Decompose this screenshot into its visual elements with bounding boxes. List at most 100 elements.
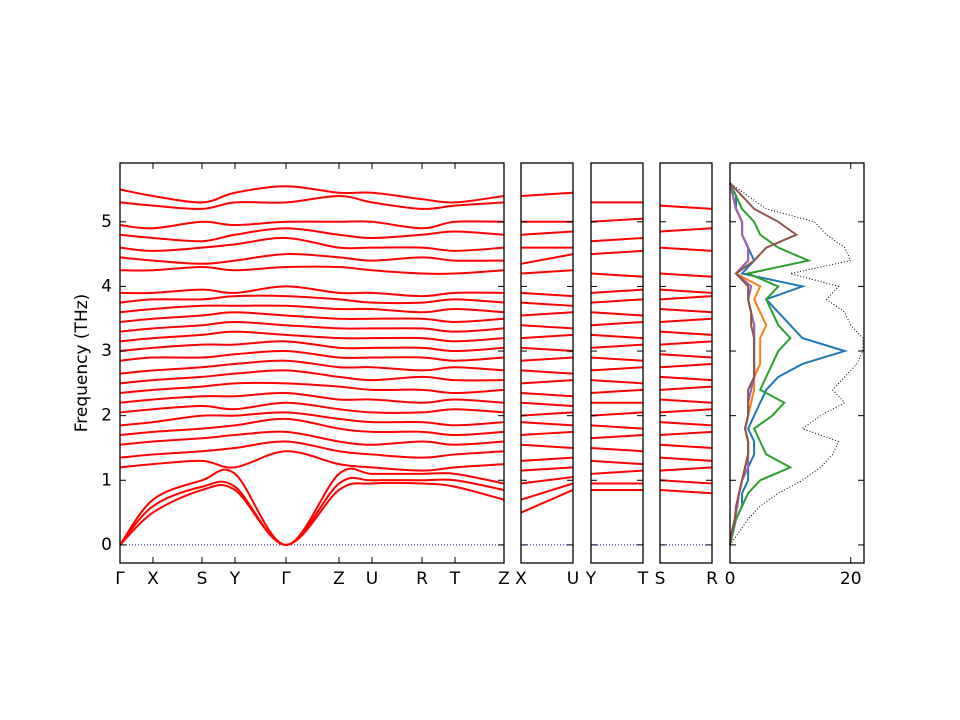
band	[590, 288, 644, 294]
y-tick-label: 1	[101, 470, 112, 490]
band	[119, 320, 505, 333]
band	[520, 443, 574, 449]
band	[520, 392, 574, 398]
band	[520, 489, 574, 514]
x-tick-label: Z	[498, 569, 510, 589]
x-tick-label: X	[147, 569, 159, 589]
band	[659, 375, 713, 382]
band	[520, 369, 574, 375]
panel-frame	[590, 162, 644, 564]
band	[119, 304, 505, 314]
band	[520, 482, 574, 501]
band	[520, 253, 574, 265]
band	[520, 356, 574, 362]
band	[590, 236, 644, 243]
band	[659, 272, 713, 278]
band	[659, 288, 713, 294]
band	[590, 366, 644, 372]
band	[659, 353, 713, 359]
band	[659, 443, 713, 449]
band	[520, 466, 574, 472]
band	[659, 317, 713, 323]
panel-frame	[659, 162, 713, 564]
band	[520, 476, 574, 485]
band	[590, 249, 644, 256]
panel-frame	[119, 162, 505, 564]
band	[590, 298, 644, 304]
x-tick-label: T	[449, 569, 461, 589]
band	[659, 295, 713, 301]
band	[119, 253, 505, 265]
band	[590, 459, 644, 466]
band	[520, 230, 574, 236]
x-tick-label: Z	[333, 569, 345, 589]
band	[659, 488, 713, 495]
band	[119, 476, 505, 546]
band	[520, 456, 574, 462]
band	[659, 330, 713, 336]
band	[119, 265, 505, 275]
band	[590, 343, 644, 349]
x-tick-label: R	[706, 569, 718, 589]
band	[590, 320, 644, 327]
band	[119, 417, 505, 437]
x-tick-label: Γ	[115, 569, 125, 589]
band	[520, 269, 574, 275]
y-tick-label: 5	[101, 212, 112, 232]
band	[520, 324, 574, 330]
band	[590, 356, 644, 362]
band	[659, 362, 713, 369]
x-tick-label: R	[416, 569, 428, 589]
band	[520, 421, 574, 427]
band	[659, 227, 713, 233]
band	[119, 349, 505, 362]
x-tick-label: S	[197, 569, 208, 589]
x-tick-label: U	[567, 569, 579, 589]
band	[659, 398, 713, 404]
x-tick-label: Γ	[281, 569, 291, 589]
panel-frame	[729, 162, 865, 564]
band	[119, 294, 505, 304]
band	[520, 379, 574, 385]
band	[520, 333, 574, 340]
band	[119, 440, 505, 459]
band	[119, 481, 505, 546]
band	[590, 272, 644, 278]
band	[119, 381, 505, 395]
x-tick-label: 0	[725, 569, 736, 589]
band	[659, 340, 713, 346]
band	[119, 359, 505, 375]
y-tick-label: 3	[101, 341, 112, 361]
band	[520, 311, 574, 317]
band	[119, 430, 505, 446]
band	[119, 311, 505, 323]
band	[119, 467, 505, 546]
band	[520, 401, 574, 407]
y-tick-label: 4	[101, 276, 112, 296]
band	[119, 450, 505, 472]
band	[119, 236, 505, 252]
y-axis-label: Frequency (THz)	[72, 294, 92, 433]
x-tick-label: X	[515, 569, 527, 589]
band	[590, 388, 644, 395]
band	[119, 185, 505, 204]
band	[590, 333, 644, 340]
x-tick-label: 20	[840, 569, 862, 589]
band	[520, 191, 574, 197]
band	[520, 301, 574, 307]
band	[119, 220, 505, 230]
band	[659, 408, 713, 414]
band	[520, 291, 574, 298]
x-tick-label: U	[366, 569, 378, 589]
band	[659, 456, 713, 462]
band	[119, 285, 505, 298]
panel-frame	[520, 162, 574, 564]
band	[590, 469, 644, 475]
band	[659, 430, 713, 437]
dos-curve	[729, 182, 812, 546]
band	[659, 466, 713, 472]
band	[119, 330, 505, 343]
band	[119, 392, 505, 404]
y-tick-label: 0	[101, 535, 112, 555]
